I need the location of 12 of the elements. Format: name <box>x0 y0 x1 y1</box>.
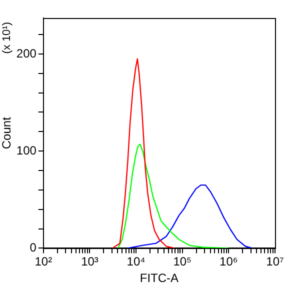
x-tick-label: 10⁴ <box>126 254 146 269</box>
x-tick-label: 10⁷ <box>266 254 284 269</box>
y-axis-title: Count <box>0 116 14 150</box>
x-tick-label: 10⁵ <box>173 254 192 269</box>
x-tick-label: 10² <box>34 254 52 269</box>
y-tick-label: 200 <box>16 46 37 60</box>
x-axis-title: FITC-A <box>140 271 179 286</box>
y-tick-label: 0 <box>30 240 37 255</box>
y-tick-label: 100 <box>16 143 37 158</box>
x-tick-label: 10⁶ <box>220 254 238 269</box>
x-tick-label: 10³ <box>81 254 98 269</box>
text: (x 10¹) <box>1 22 14 54</box>
